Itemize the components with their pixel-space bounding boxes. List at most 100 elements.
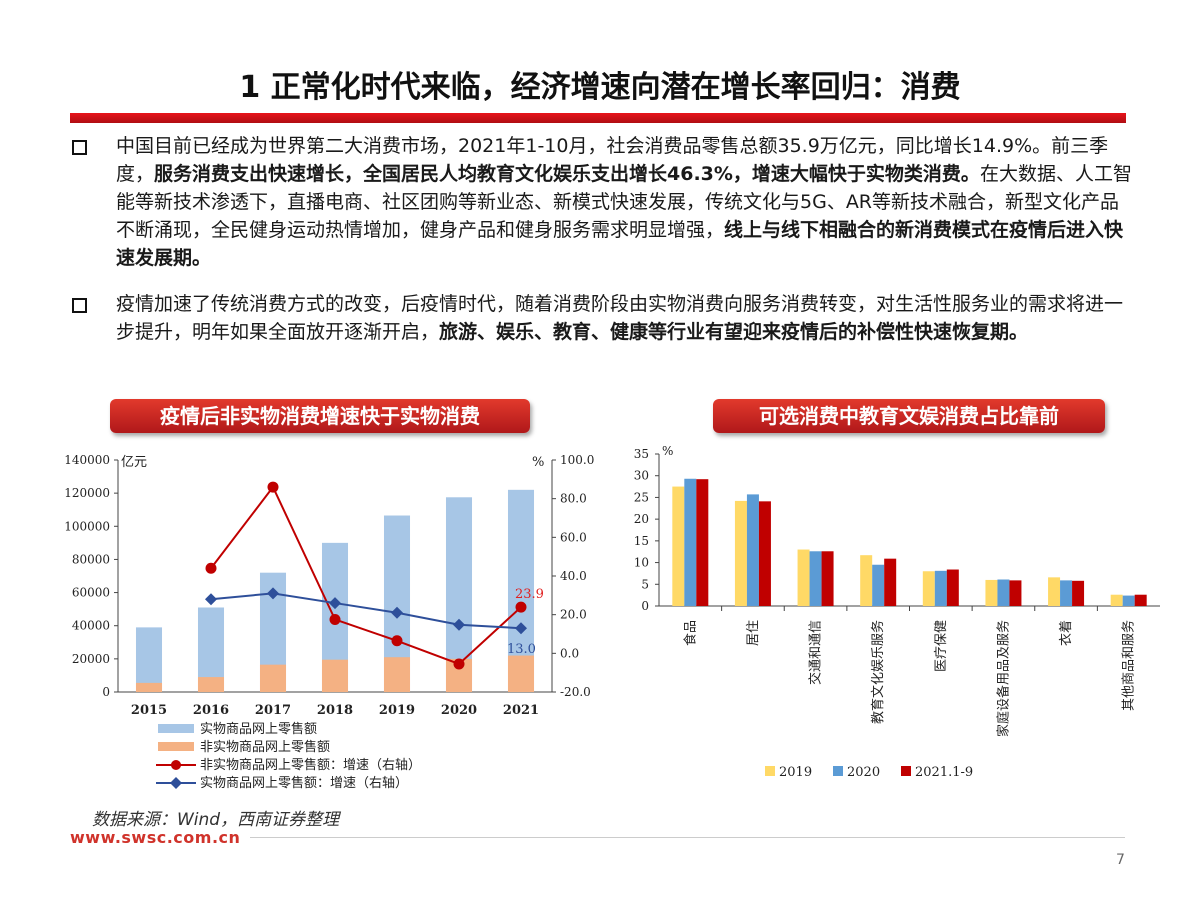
right-axis-tick-label: 40.0 xyxy=(560,569,587,583)
bar xyxy=(1060,580,1073,606)
x-tick-label: 其他商品和服务 xyxy=(1121,620,1137,711)
bar xyxy=(684,478,697,606)
online-retail-chart: 0 20000 40000 60000 80000 100000 120000 140000 -… xyxy=(64,453,594,791)
bar xyxy=(797,549,810,606)
bar xyxy=(1048,577,1061,606)
data-label: 23.9 xyxy=(515,587,544,602)
square-bullet-icon xyxy=(72,298,87,313)
bullet-segment: 疫情加速了传统消费方式的改变，后疫情时代，随着消费阶段由实物消费向服务消费转变，… xyxy=(116,293,1124,343)
bullet-text-1: 中国目前已经成为世界第二大消费市场，2021年1-10月，社会消费品零售总额35… xyxy=(116,132,1132,272)
data-label: 13.0 xyxy=(507,642,536,657)
bar xyxy=(1072,580,1085,606)
left-axis-tick-label: 100000 xyxy=(64,519,110,533)
line-point xyxy=(391,635,403,647)
left-axis-unit: 亿元 xyxy=(121,455,147,470)
page-number: 7 xyxy=(1116,852,1125,868)
legend-label: 实物商品网上零售额：增速（右轴） xyxy=(200,775,408,791)
bar xyxy=(922,571,935,606)
bar xyxy=(746,494,759,606)
y-axis-unit: % xyxy=(662,444,673,458)
y-tick-label: 10 xyxy=(634,556,649,570)
legend-marker xyxy=(171,760,181,770)
right-axis-tick-label: 0.0 xyxy=(560,646,579,660)
bar xyxy=(135,627,163,692)
bar xyxy=(197,677,225,692)
line-point xyxy=(205,562,217,574)
x-tick-label: 2017 xyxy=(255,703,291,718)
x-tick-label: 交通和通信 xyxy=(808,620,824,685)
legend-label: 实物商品网上零售额 xyxy=(200,721,317,737)
left-axis-tick-label: 60000 xyxy=(72,586,110,600)
bar xyxy=(135,682,163,692)
legend-swatch xyxy=(833,766,843,776)
x-tick-label: 医疗保健 xyxy=(934,620,949,672)
line-point xyxy=(329,597,341,610)
bar xyxy=(1122,595,1135,606)
legend-label: 非实物商品网上零售额：增速（右轴） xyxy=(200,757,421,773)
bullet-text-2: 疫情加速了传统消费方式的改变，后疫情时代，随着消费阶段由实物消费向服务消费转变，… xyxy=(116,290,1132,346)
y-tick-label: 5 xyxy=(641,577,649,591)
legend-label: 2021.1-9 xyxy=(915,765,973,780)
right-axis-tick-label: 20.0 xyxy=(560,608,587,622)
line-point xyxy=(453,618,465,631)
bullet-paragraph-1: 中国目前已经成为世界第二大消费市场，2021年1-10月，社会消费品零售总额35… xyxy=(72,132,1132,272)
bar xyxy=(696,479,709,606)
y-tick-label: 30 xyxy=(634,469,649,483)
bar xyxy=(1009,580,1022,606)
bar xyxy=(997,579,1010,606)
line-point xyxy=(453,658,465,670)
x-tick-label: 家庭设备用品及服务 xyxy=(995,620,1011,737)
consumption-share-chart: 0 5 10 15 20 25 30 35 % 食品 居住 交通和通信 教育文化娱乐服务 医疗保健 家庭设备… xyxy=(634,444,1160,780)
x-tick-label: 居住 xyxy=(746,620,761,646)
legend-label: 2020 xyxy=(847,765,880,780)
data-source: 数据来源：Wind，西南证券整理 xyxy=(92,810,340,830)
line-point xyxy=(391,606,403,619)
website-url[interactable]: www.swsc.com.cn xyxy=(70,828,241,847)
x-tick-label: 2016 xyxy=(193,703,229,718)
x-tick-label: 2015 xyxy=(131,703,167,718)
right-axis-tick-label: -20.0 xyxy=(560,685,591,699)
y-tick-label: 25 xyxy=(634,490,649,504)
bullet-segment: 中国目前已经成为世界第二大消费市场，2021年1-10月，社会消费品零售总额35… xyxy=(116,135,1109,185)
bullet-paragraph-2: 疫情加速了传统消费方式的改变，后疫情时代，随着消费阶段由实物消费向服务消费转变，… xyxy=(72,290,1132,346)
y-tick-label: 0 xyxy=(641,599,649,613)
bar xyxy=(321,659,349,692)
bar xyxy=(259,664,287,692)
left-axis-tick-label: 80000 xyxy=(72,552,110,566)
legend-swatch xyxy=(158,724,194,733)
bar xyxy=(872,564,885,606)
y-tick-label: 15 xyxy=(634,534,649,548)
title-underline xyxy=(70,113,1126,123)
bullet-emphasis: 线上与线下相融合的新消费模式在疫情后进入快速发展期。 xyxy=(116,219,1124,269)
legend-swatch xyxy=(901,766,911,776)
page-title: 1 正常化时代来临，经济增速向潜在增长率回归：消费 xyxy=(239,70,961,105)
right-chart-title: 可选消费中教育文娱消费占比靠前 xyxy=(713,399,1105,433)
x-tick-label: 2020 xyxy=(441,703,477,718)
line-point xyxy=(267,481,279,493)
bar xyxy=(383,657,411,692)
x-tick-label: 2018 xyxy=(317,703,353,718)
bar xyxy=(507,655,535,692)
line-point xyxy=(515,601,527,613)
right-axis-tick-label: 100.0 xyxy=(560,453,594,467)
bar xyxy=(860,555,873,606)
line-point xyxy=(515,622,527,635)
bullet-segment: 在大数据、人工智能等新技术渗透下，直播电商、社区团购等新业态、新模式快速发展，传… xyxy=(116,163,1132,241)
bar xyxy=(985,579,998,606)
x-tick-label: 食品 xyxy=(682,620,698,646)
x-tick-label: 教育文化娱乐服务 xyxy=(870,620,886,724)
y-tick-label: 35 xyxy=(634,447,649,461)
bar xyxy=(809,551,822,606)
line-point xyxy=(329,614,341,625)
left-axis-tick-label: 120000 xyxy=(64,486,110,500)
left-axis-tick-label: 40000 xyxy=(72,619,110,633)
left-axis-tick-label: 140000 xyxy=(64,453,110,467)
series-line xyxy=(210,592,522,630)
legend-swatch xyxy=(765,766,775,776)
left-axis-tick-label: 0 xyxy=(102,685,110,699)
bar xyxy=(946,569,959,606)
bar xyxy=(821,551,834,606)
x-tick-label: 2021 xyxy=(503,703,539,718)
right-axis-tick-label: 80.0 xyxy=(560,492,587,506)
bar xyxy=(1134,594,1147,606)
